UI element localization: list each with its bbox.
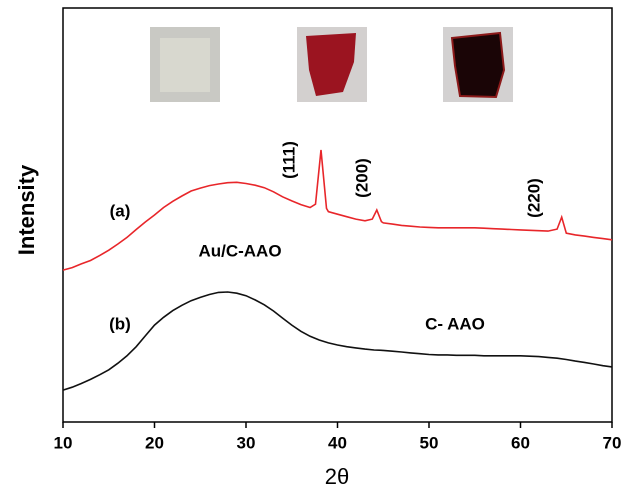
x-axis-label: 2θ	[325, 464, 349, 489]
x-tick-label: 10	[54, 433, 73, 452]
annotation: (220)	[524, 178, 543, 218]
photo-c-aao	[452, 33, 504, 97]
x-tick-label: 40	[328, 433, 347, 452]
x-tick-label: 30	[237, 433, 256, 452]
annotation: (a)	[110, 201, 131, 220]
x-tick-label: 20	[145, 433, 164, 452]
annotation: (111)	[279, 141, 298, 179]
y-axis-label: Intensity	[14, 164, 39, 255]
x-tick-label: 60	[511, 433, 530, 452]
series-label: Au/C-AAO	[198, 241, 281, 260]
photo-aao-inner	[160, 38, 210, 92]
annotation: (b)	[109, 314, 131, 333]
x-tick-label: 50	[420, 433, 439, 452]
series-line	[63, 292, 612, 390]
series-label: C- AAO	[425, 314, 485, 333]
chart: Intensity 2θ 10 20 30 40 50 60 70 Au/C-AAO C- AA…	[0, 0, 627, 492]
x-tick-label: 70	[603, 433, 622, 452]
annotation: (200)	[352, 158, 371, 198]
